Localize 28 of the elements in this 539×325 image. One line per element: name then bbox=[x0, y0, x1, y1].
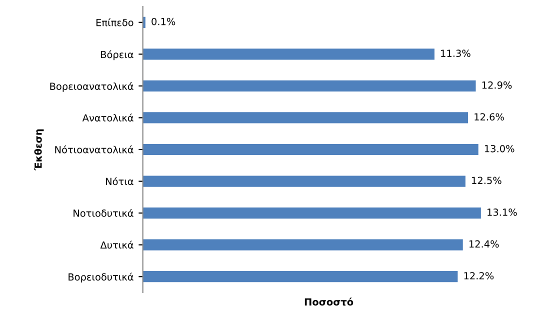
y-tick-label: Βορειοδυτικά bbox=[68, 272, 134, 283]
bar bbox=[142, 176, 466, 187]
data-label: 12.4% bbox=[469, 240, 499, 248]
data-label: 12.9% bbox=[482, 81, 512, 89]
bar bbox=[142, 144, 478, 156]
y-tick-label: Δυτικά bbox=[100, 240, 134, 249]
data-label: 13.0% bbox=[484, 144, 514, 152]
data-label: 12.5% bbox=[472, 176, 502, 184]
bar bbox=[142, 271, 458, 282]
data-label: 0.1% bbox=[152, 18, 176, 26]
y-tick-label: Επίπεδο bbox=[96, 18, 134, 26]
data-label: 12.6% bbox=[474, 113, 504, 121]
y-tick-label: Νοτιοδυτικά bbox=[74, 208, 134, 217]
y-tick-label: Βορειοανατολικά bbox=[50, 82, 134, 92]
data-label: 13.1% bbox=[488, 208, 517, 216]
y-tick-label: Βόρεια bbox=[101, 50, 134, 60]
bar bbox=[142, 239, 463, 250]
y-tick-label: Νότιοανατολικά bbox=[55, 145, 134, 154]
x-axis-title: Ποσοστό bbox=[304, 298, 354, 306]
y-tick-label: Ανατολικά bbox=[82, 114, 134, 122]
y-tick-label: Νότια bbox=[106, 177, 134, 186]
bar bbox=[142, 80, 476, 92]
bar bbox=[142, 48, 434, 60]
data-label: 11.3% bbox=[441, 50, 470, 57]
bar bbox=[142, 112, 468, 124]
data-label: 12.2% bbox=[464, 272, 494, 280]
y-axis-title: Έκθεση bbox=[34, 129, 44, 171]
bar bbox=[142, 207, 481, 219]
